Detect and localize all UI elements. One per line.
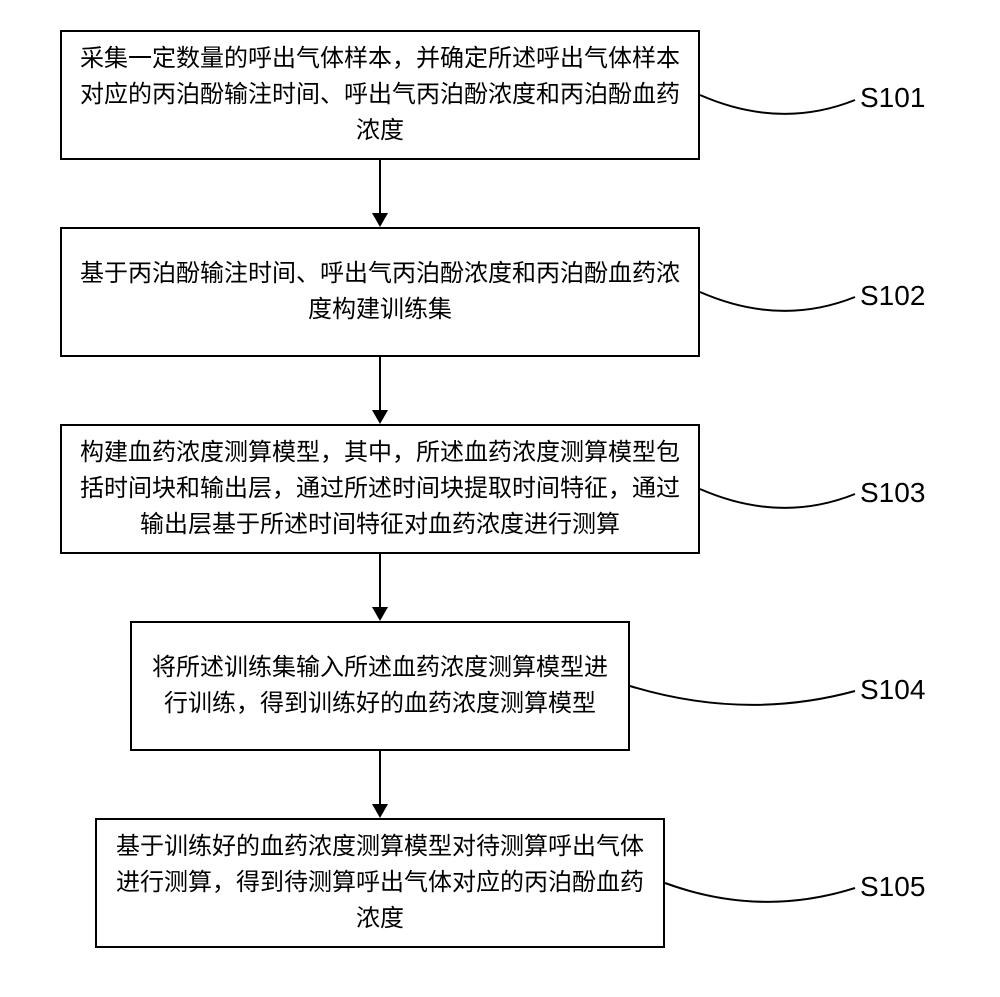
step-label-s101: S101: [860, 82, 925, 114]
connector-curve-s103: [695, 484, 860, 529]
step-text: 采集一定数量的呼出气体样本，并确定所述呼出气体样本对应的丙泊酚输注时间、呼出气丙…: [80, 41, 680, 149]
connector-curve-s105: [660, 878, 860, 923]
arrow-head-icon: [372, 213, 388, 227]
flowchart-step-s101: 采集一定数量的呼出气体样本，并确定所述呼出气体样本对应的丙泊酚输注时间、呼出气丙…: [60, 30, 700, 160]
step-text: 基于丙泊酚输注时间、呼出气丙泊酚浓度和丙泊酚血药浓度构建训练集: [80, 256, 680, 328]
step-text: 基于训练好的血药浓度测算模型对待测算呼出气体进行测算，得到待测算呼出气体对应的丙…: [115, 829, 645, 937]
arrow-line: [379, 751, 381, 804]
connector-curve-s102: [695, 287, 860, 332]
flow-arrow-3: [372, 554, 388, 621]
flow-arrow-4: [372, 751, 388, 818]
arrow-line: [379, 357, 381, 410]
step-label-s102: S102: [860, 280, 925, 312]
step-label-s104: S104: [860, 674, 925, 706]
arrow-head-icon: [372, 410, 388, 424]
flowchart-step-s105: 基于训练好的血药浓度测算模型对待测算呼出气体进行测算，得到待测算呼出气体对应的丙…: [95, 818, 665, 948]
flow-arrow-1: [372, 160, 388, 227]
flowchart-container: 采集一定数量的呼出气体样本，并确定所述呼出气体样本对应的丙泊酚输注时间、呼出气丙…: [0, 0, 1000, 997]
flowchart-step-s102: 基于丙泊酚输注时间、呼出气丙泊酚浓度和丙泊酚血药浓度构建训练集: [60, 227, 700, 357]
arrow-line: [379, 554, 381, 607]
step-text: 构建血药浓度测算模型，其中，所述血药浓度测算模型包括时间块和输出层，通过所述时间…: [80, 435, 680, 543]
step-text: 将所述训练集输入所述血药浓度测算模型进行训练，得到训练好的血药浓度测算模型: [150, 650, 610, 722]
step-label-s105: S105: [860, 871, 925, 903]
arrow-head-icon: [372, 607, 388, 621]
flow-arrow-2: [372, 357, 388, 424]
flowchart-step-s103: 构建血药浓度测算模型，其中，所述血药浓度测算模型包括时间块和输出层，通过所述时间…: [60, 424, 700, 554]
arrow-head-icon: [372, 804, 388, 818]
connector-curve-s101: [695, 90, 860, 135]
step-label-s103: S103: [860, 477, 925, 509]
connector-curve-s104: [625, 681, 860, 726]
flowchart-step-s104: 将所述训练集输入所述血药浓度测算模型进行训练，得到训练好的血药浓度测算模型: [130, 621, 630, 751]
arrow-line: [379, 160, 381, 213]
